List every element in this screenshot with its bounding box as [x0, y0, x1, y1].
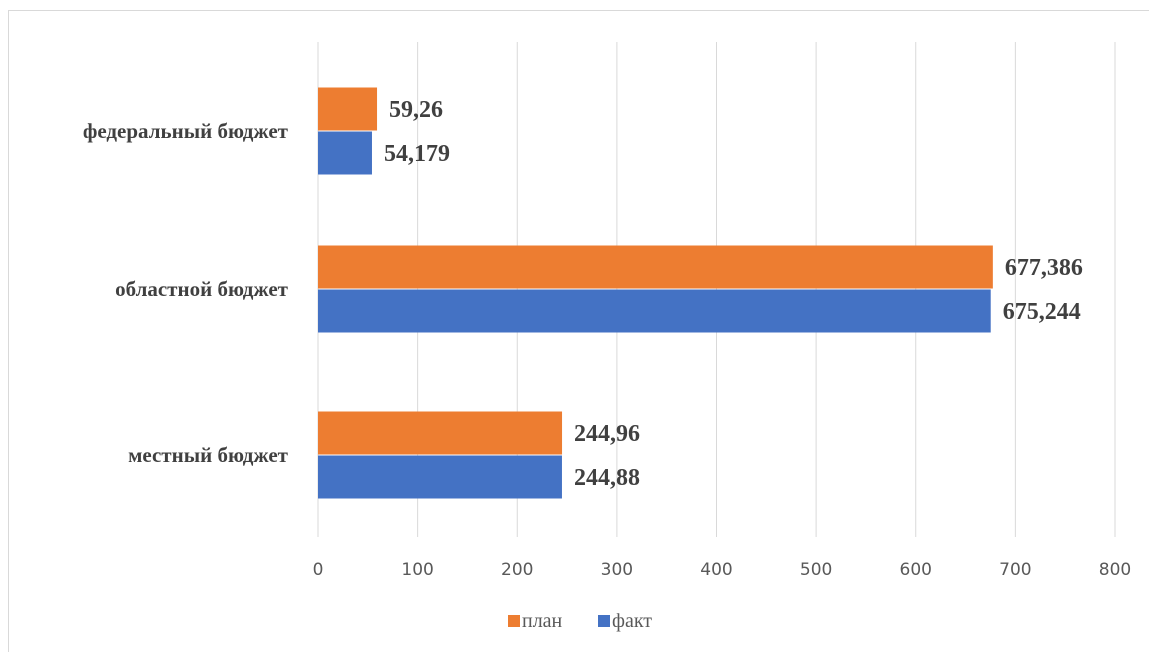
- x-tick-label: 100: [401, 560, 433, 580]
- bar-план-областной-бюджет: [318, 245, 993, 289]
- x-tick-label: 600: [900, 560, 932, 580]
- x-tick-label: 500: [800, 560, 832, 580]
- x-tick-label: 300: [601, 560, 633, 580]
- legend-swatch-факт: [598, 615, 610, 627]
- x-tick-label: 400: [700, 560, 732, 580]
- legend-label-факт: факт: [612, 610, 652, 632]
- bar-план-местный-бюджет: [318, 411, 563, 455]
- x-tick-label: 700: [999, 560, 1031, 580]
- value-labels: 59,26 54,179 677,386 675,244 244,96 244,88: [384, 97, 1083, 491]
- bar-факт-федеральный-бюджет: [318, 131, 372, 175]
- x-tick-label: 800: [1099, 560, 1131, 580]
- chart-frame: [8, 10, 1149, 652]
- bar-план-федеральный-бюджет: [318, 87, 378, 131]
- category-label-федеральный-бюджет: федеральный бюджет: [83, 119, 289, 143]
- bars: [318, 87, 993, 499]
- legend: план факт: [508, 610, 652, 632]
- bar-факт-местный-бюджет: [318, 455, 562, 499]
- data-label-план-местный-бюджет: 244,96: [574, 421, 640, 447]
- data-label-план-областной-бюджет: 677,386: [1005, 255, 1083, 281]
- category-labels: федеральный бюджет областной бюджет местны…: [83, 119, 289, 467]
- data-label-факт-областной-бюджет: 675,244: [1003, 299, 1081, 325]
- legend-label-план: план: [522, 610, 563, 632]
- bar-факт-областной-бюджет: [318, 289, 991, 333]
- x-tick-labels: 0 100 200 300 400 500 600 700 800: [313, 560, 1132, 580]
- category-label-местный-бюджет: местный бюджет: [128, 443, 289, 467]
- data-label-план-федеральный-бюджет: 59,26: [389, 97, 443, 123]
- legend-swatch-план: [508, 615, 520, 627]
- category-label-областной-бюджет: областной бюджет: [115, 277, 289, 301]
- x-tick-label: 0: [313, 560, 324, 580]
- data-label-факт-федеральный-бюджет: 54,179: [384, 141, 450, 167]
- data-label-факт-местный-бюджет: 244,88: [574, 465, 640, 491]
- x-tick-label: 200: [501, 560, 533, 580]
